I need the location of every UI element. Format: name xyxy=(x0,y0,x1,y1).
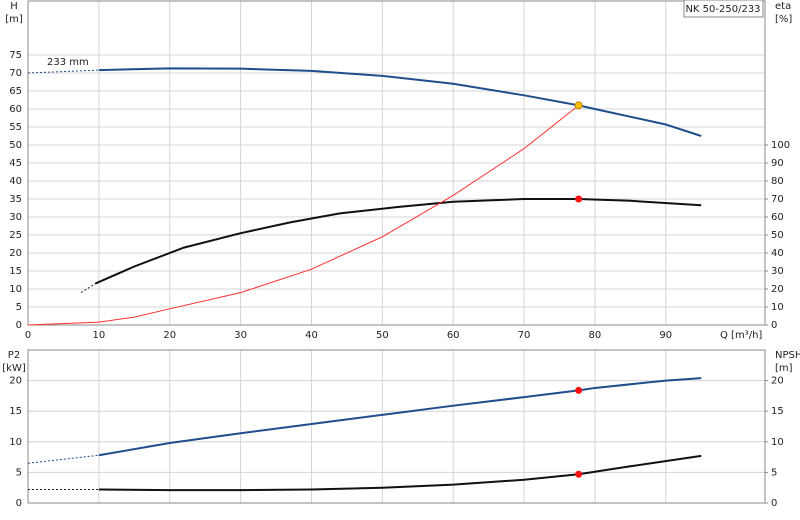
series-line xyxy=(94,198,702,285)
x-tick-label: 40 xyxy=(305,330,318,341)
series-line xyxy=(98,454,702,492)
x-tick-label: 80 xyxy=(589,330,602,341)
y2-tick-label: 20 xyxy=(771,376,784,387)
y2-tick-label: 0 xyxy=(771,320,777,331)
y-tick-label: 20 xyxy=(9,376,22,387)
y-tick-label: 10 xyxy=(9,284,22,295)
y2-axis-label: eta xyxy=(775,1,791,12)
y-tick-label: 70 xyxy=(9,68,22,79)
operating-point xyxy=(575,470,583,478)
plot-frame xyxy=(27,349,766,504)
y2-tick-label: 60 xyxy=(771,212,784,223)
x-tick-label: 10 xyxy=(92,330,105,341)
y2-axis-label: [m] xyxy=(775,363,793,374)
y-tick-label: 20 xyxy=(9,248,22,259)
y-tick-label: 30 xyxy=(9,212,22,223)
operating-point xyxy=(574,101,583,110)
y-tick-label: 5 xyxy=(16,302,22,313)
series-line xyxy=(27,105,579,326)
y2-tick-label: 20 xyxy=(771,284,784,295)
y2-tick-label: 40 xyxy=(771,248,784,259)
y2-axis-label: [%] xyxy=(775,14,792,25)
y-tick-label: 25 xyxy=(9,230,22,241)
series-line xyxy=(98,377,702,457)
y-tick-label: 45 xyxy=(9,158,22,169)
y-tick-label: 40 xyxy=(9,176,22,187)
x-tick-label: 0 xyxy=(25,330,31,341)
x-axis-label: Q [m³/h] xyxy=(720,330,762,341)
y2-tick-label: 15 xyxy=(771,406,784,417)
y-tick-label: 35 xyxy=(9,194,22,205)
x-tick-label: 90 xyxy=(659,330,672,341)
y2-tick-label: 50 xyxy=(771,230,784,241)
y-tick-label: 10 xyxy=(9,437,22,448)
y-tick-label: 0 xyxy=(16,498,22,509)
x-tick-label: 30 xyxy=(234,330,247,341)
y2-tick-label: 100 xyxy=(771,140,790,151)
chart-title: NK 50-250/233 xyxy=(685,4,760,15)
y2-tick-label: 30 xyxy=(771,266,784,277)
y2-axis-label: NPSH xyxy=(775,350,800,361)
y2-tick-label: 70 xyxy=(771,194,784,205)
operating-point xyxy=(575,386,583,394)
y2-tick-label: 0 xyxy=(771,498,777,509)
series-line xyxy=(98,67,702,137)
x-tick-label: 60 xyxy=(447,330,460,341)
y-tick-label: 60 xyxy=(9,104,22,115)
series-line xyxy=(80,283,96,294)
y-axis-label: [kW] xyxy=(2,363,26,374)
y-axis-label: [m] xyxy=(5,14,23,25)
x-tick-label: 20 xyxy=(163,330,176,341)
y-tick-label: 50 xyxy=(9,140,22,151)
title-box xyxy=(683,0,764,18)
annotation: 233 mm xyxy=(47,57,89,68)
y-tick-label: 0 xyxy=(16,320,22,331)
y2-tick-label: 5 xyxy=(771,467,777,478)
x-tick-label: 70 xyxy=(518,330,531,341)
y2-tick-label: 10 xyxy=(771,302,784,313)
y-tick-label: 5 xyxy=(16,467,22,478)
x-tick-label: 50 xyxy=(376,330,389,341)
y2-tick-label: 80 xyxy=(771,176,784,187)
series-line xyxy=(27,454,99,464)
y2-tick-label: 90 xyxy=(771,158,784,169)
y-tick-label: 55 xyxy=(9,122,22,133)
y-axis-label: P2 xyxy=(8,350,20,361)
operating-point xyxy=(575,195,583,203)
y-tick-label: 75 xyxy=(9,50,22,61)
y2-tick-label: 10 xyxy=(771,437,784,448)
y-tick-label: 15 xyxy=(9,266,22,277)
y-tick-label: 15 xyxy=(9,406,22,417)
y-axis-label: H xyxy=(10,1,18,12)
y-tick-label: 65 xyxy=(9,86,22,97)
